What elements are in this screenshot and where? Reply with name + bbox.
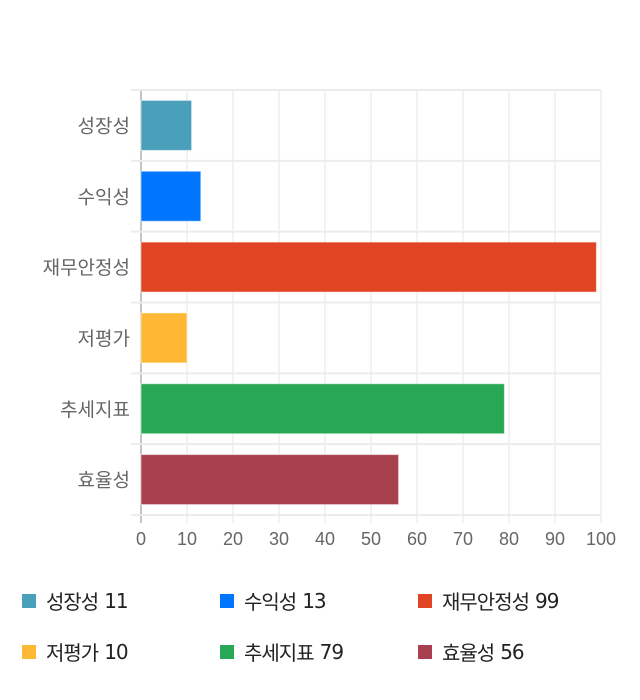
legend-value: 79 [319, 639, 344, 664]
legend-label: 추세지표 [244, 641, 315, 665]
x-tick-label: 100 [586, 529, 616, 549]
bar-4 [140, 312, 188, 364]
x-tick-label: 30 [269, 529, 289, 549]
y-category-label: 효율성 [78, 470, 130, 492]
legend-value: 13 [302, 588, 326, 613]
legend-label: 성장성 [46, 590, 99, 614]
bar-6 [140, 454, 400, 506]
x-tick-label: 50 [361, 529, 381, 549]
y-category-label: 저평가 [78, 328, 130, 350]
bar-3 [140, 241, 597, 293]
legend-label: 효율성 [442, 641, 495, 665]
legend-value: 99 [535, 588, 559, 613]
legend-item: 저평가 10 [22, 637, 129, 666]
bar-1 [140, 99, 193, 151]
y-category-label: 수익성 [78, 186, 130, 208]
legend-label: 재무안정성 [442, 590, 530, 614]
legend-value: 10 [104, 639, 128, 664]
x-tick-label: 90 [545, 529, 565, 549]
legend-swatch [22, 593, 36, 608]
y-category-label: 성장성 [78, 115, 130, 137]
legend-item: 재무안정성 99 [418, 586, 559, 615]
x-tick-label: 20 [223, 529, 243, 549]
legend-swatch [22, 644, 36, 659]
legend-swatch [220, 593, 234, 608]
legend-value: 11 [104, 588, 128, 613]
legend-item: 수익성 13 [220, 586, 327, 615]
legend-item: 추세지표 79 [220, 637, 344, 666]
legend-value: 56 [500, 639, 524, 664]
legend-item: 효율성 56 [418, 637, 525, 666]
legend-swatch [220, 644, 234, 659]
y-category-label: 재무안정성 [43, 257, 130, 279]
y-category-label: 추세지표 [60, 399, 130, 421]
bar-chart: 0 10 20 30 40 50 60 70 80 90 100 성장성수익성재무안정성저평가추세지표… [43, 89, 616, 549]
legend-swatch [418, 593, 432, 608]
legend-label: 저평가 [46, 641, 99, 665]
x-tick-label: 60 [407, 529, 427, 549]
legend-item: 성장성 11 [22, 586, 129, 615]
bar-5 [140, 383, 505, 435]
x-tick-label: 40 [315, 529, 335, 549]
x-tick-label: 80 [499, 529, 519, 549]
x-tick-label: 70 [453, 529, 473, 549]
legend-label: 수익성 [244, 590, 297, 614]
bar-2 [140, 170, 202, 222]
x-tick-label: 10 [177, 529, 197, 549]
x-tick-label: 0 [136, 529, 146, 549]
legend-swatch [418, 644, 432, 659]
